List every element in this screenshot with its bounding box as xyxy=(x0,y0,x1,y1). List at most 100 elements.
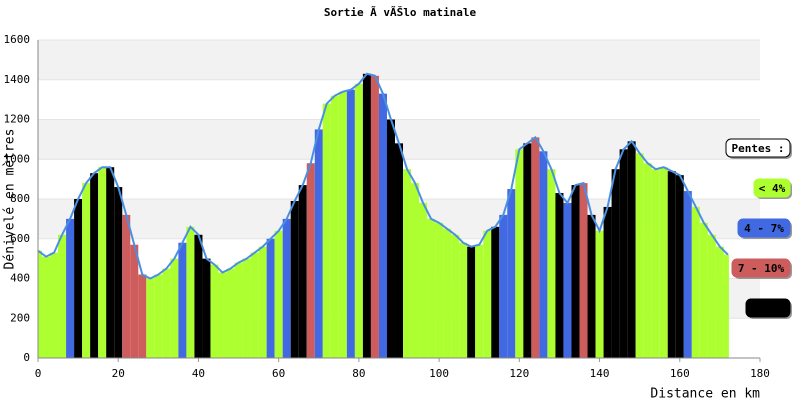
elevation-bar xyxy=(242,258,251,358)
elevation-bar xyxy=(683,191,692,358)
elevation-bar xyxy=(122,214,131,358)
grid-band xyxy=(38,40,760,80)
x-tick-label: 20 xyxy=(112,367,125,380)
elevation-bar xyxy=(579,183,588,358)
elevation-bar xyxy=(290,200,299,358)
elevation-bar xyxy=(707,234,716,358)
elevation-bar xyxy=(210,264,219,358)
elevation-bar xyxy=(691,206,700,358)
legend-item-box xyxy=(745,298,791,318)
elevation-bar xyxy=(274,230,283,358)
elevation-bar xyxy=(282,218,291,358)
elevation-bar xyxy=(338,91,347,359)
elevation-bar xyxy=(394,143,404,358)
elevation-bar xyxy=(563,202,572,358)
y-tick-label: 1600 xyxy=(4,33,31,46)
elevation-bar xyxy=(571,185,580,358)
elevation-bar xyxy=(403,169,412,358)
x-tick-label: 100 xyxy=(429,367,449,380)
elevation-bar xyxy=(483,230,492,358)
elevation-bar xyxy=(611,169,620,358)
elevation-bar xyxy=(539,151,548,358)
elevation-bar xyxy=(98,167,107,358)
elevation-bar xyxy=(330,95,339,359)
elevation-bar xyxy=(178,242,187,358)
elevation-bar xyxy=(667,171,676,358)
legend-item-box xyxy=(753,178,791,198)
elevation-bar xyxy=(435,222,444,358)
elevation-bar xyxy=(114,187,123,358)
elevation-bar xyxy=(162,268,171,358)
elevation-bar xyxy=(659,167,668,358)
elevation-bar xyxy=(370,75,379,359)
elevation-bar xyxy=(234,262,243,358)
elevation-bar xyxy=(66,218,75,358)
elevation-bar xyxy=(74,199,83,358)
elevation-bar xyxy=(346,89,355,358)
elevation-bar xyxy=(531,137,540,358)
elevation-bar xyxy=(258,246,267,358)
legend-item-text: < 4% xyxy=(759,182,786,195)
elevation-bar xyxy=(386,119,395,358)
elevation-bar xyxy=(138,274,147,358)
elevation-bar xyxy=(627,141,636,358)
x-tick-label: 40 xyxy=(192,367,205,380)
elevation-bar xyxy=(643,163,652,358)
elevation-bar xyxy=(715,246,724,358)
elevation-bar xyxy=(467,246,476,358)
x-tick-label: 180 xyxy=(750,367,770,380)
x-tick-label: 0 xyxy=(35,367,42,380)
elevation-bar xyxy=(266,238,275,358)
y-tick-label: 1400 xyxy=(4,73,31,86)
elevation-bar xyxy=(675,175,684,358)
elevation-bar xyxy=(378,93,387,358)
y-tick-label: 1200 xyxy=(4,113,31,126)
legend-title-box xyxy=(725,138,791,158)
elevation-bar xyxy=(170,258,179,358)
elevation-bar xyxy=(587,214,596,358)
elevation-bar xyxy=(362,73,371,358)
y-tick-label: 0 xyxy=(23,351,30,364)
elevation-bar xyxy=(419,202,428,358)
legend-item-box xyxy=(731,258,791,278)
y-tick-label: 400 xyxy=(10,272,30,285)
legend-item-box xyxy=(737,218,791,238)
elevation-bar xyxy=(523,143,532,358)
elevation-bar xyxy=(699,222,708,358)
elevation-bar xyxy=(226,268,235,358)
elevation-bar xyxy=(130,244,139,358)
legend-item-text: 7 - 10% xyxy=(738,262,785,275)
elevation-bar xyxy=(547,169,556,358)
elevation-bar xyxy=(90,173,99,358)
elevation-bar xyxy=(451,234,460,358)
elevation-bar xyxy=(322,103,331,358)
x-tick-label: 60 xyxy=(272,367,285,380)
legend-title-text: Pentes : xyxy=(732,142,785,155)
x-axis-label: Distance en km xyxy=(650,387,760,400)
y-tick-label: 800 xyxy=(10,192,30,205)
elevation-bar xyxy=(306,163,315,358)
x-tick-label: 120 xyxy=(509,367,529,380)
elevation-bar xyxy=(186,226,195,358)
x-tick-label: 160 xyxy=(670,367,690,380)
elevation-bar xyxy=(154,274,163,358)
elevation-bar xyxy=(491,226,500,358)
elevation-bar xyxy=(42,256,51,358)
elevation-bar xyxy=(411,183,420,358)
elevation-bar xyxy=(507,189,516,358)
elevation-line xyxy=(37,72,729,280)
elevation-bar xyxy=(555,193,564,358)
elevation-bar xyxy=(427,218,436,358)
elevation-bar xyxy=(82,183,91,358)
elevation-bar xyxy=(651,169,660,358)
elevation-bar xyxy=(354,83,363,358)
elevation-bar xyxy=(38,250,43,358)
elevation-bar xyxy=(603,206,612,358)
legend-item-text: > 10% xyxy=(751,302,784,315)
elevation-bar xyxy=(314,129,323,358)
elevation-bar xyxy=(499,214,508,358)
elevation-bar xyxy=(250,252,259,358)
elevation-bar xyxy=(595,230,604,358)
x-tick-label: 140 xyxy=(590,367,610,380)
legend-item-text: 4 - 7% xyxy=(744,222,784,235)
